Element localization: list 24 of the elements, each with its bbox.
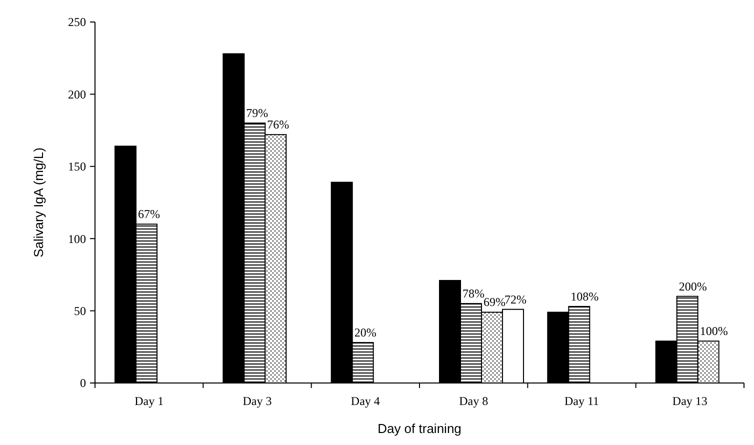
x-tick-label: Day 13 (672, 394, 708, 408)
x-tick-label: Day 3 (242, 394, 272, 408)
annotation: 20% (354, 326, 376, 340)
y-tick-label: 0 (80, 376, 86, 390)
x-tick-label: Day 4 (350, 394, 380, 408)
annotation: 72% (504, 292, 526, 306)
annotation: 67% (138, 207, 160, 222)
annotation: 69% (484, 295, 506, 310)
annotation: 108% (570, 289, 599, 304)
annotation: 200% (678, 279, 707, 294)
y-tick-label: 100 (68, 232, 86, 246)
annotation: 78% (462, 286, 484, 301)
y-tick-label: 200 (68, 87, 86, 102)
x-tick-label: Day 1 (134, 394, 164, 408)
x-tick-label: Day 11 (564, 394, 600, 408)
annotation: 76% (267, 118, 290, 132)
y-tick-label: 250 (68, 15, 86, 30)
x-tick-label: Day 8 (459, 394, 488, 408)
x-axis-title: Day of training (378, 421, 462, 436)
y-tick-label: 50 (74, 304, 86, 318)
y-tick-label: 150 (68, 160, 86, 174)
y-axis-title: Salivary IgA (mg/L) (31, 148, 46, 258)
annotation: 79% (246, 106, 268, 120)
annotation: 100% (700, 324, 728, 338)
